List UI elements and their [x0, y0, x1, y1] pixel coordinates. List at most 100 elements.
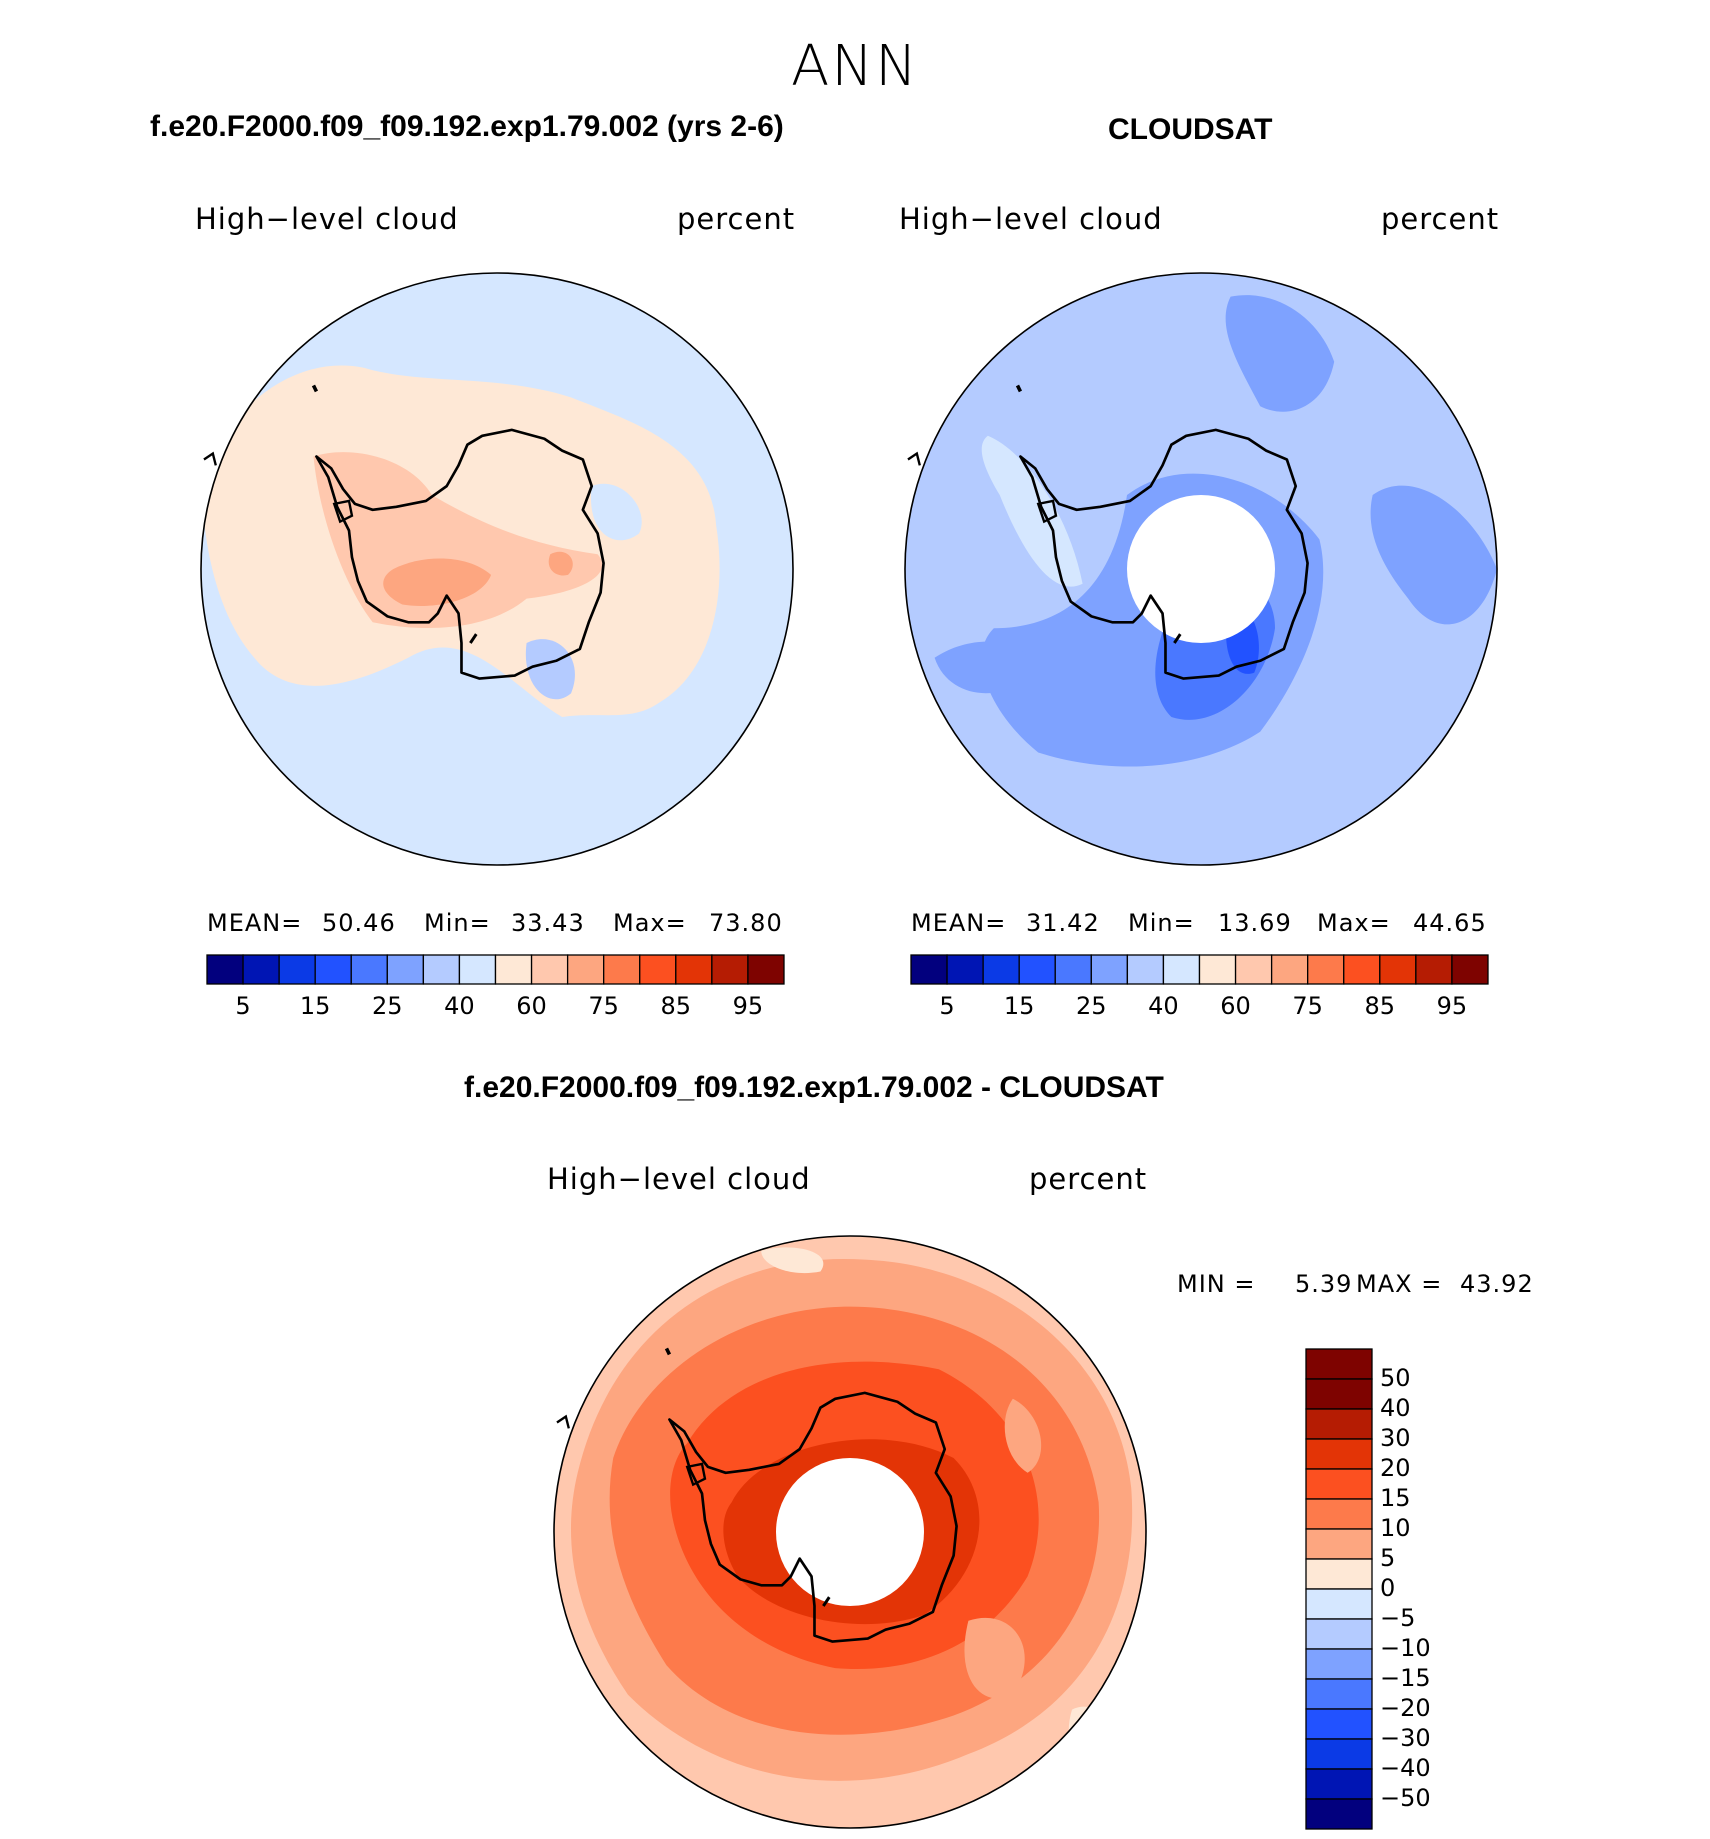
- panel1-colorbar-tick-label: 15: [299, 992, 331, 1020]
- panel3-title: f.e20.F2000.f09_f09.192.exp1.79.002 - CL…: [464, 1071, 1164, 1104]
- panel1-max-value: 73.80: [709, 909, 783, 937]
- panel2-colorbar-tick-label: 75: [1292, 992, 1323, 1020]
- panel3-colorbar-tick-label: −15: [1380, 1664, 1431, 1692]
- panel2-colorbar-tick-label: 5: [939, 992, 955, 1020]
- panel3-colorbar-box: [1305, 1678, 1373, 1710]
- panel2-colorbar-tick-label: 95: [1436, 992, 1468, 1020]
- panel3-colorbar-tick-label: −5: [1380, 1604, 1416, 1632]
- panel2-variable-label: High−level cloud: [899, 202, 1163, 236]
- panel1-colorbar-box: [458, 954, 497, 985]
- panel1-max-label: Max=: [613, 909, 687, 937]
- panel2-colorbar-box: [1379, 954, 1417, 985]
- panel2-colorbar-box: [1090, 954, 1129, 985]
- panel3-variable-label: High−level cloud: [547, 1162, 811, 1196]
- panel1-colorbar-tick-label: 40: [444, 992, 475, 1020]
- panel2-colorbar-box: [910, 954, 948, 985]
- panel1-colorbar-box: [350, 954, 388, 985]
- panel3-colorbar-box: [1305, 1768, 1373, 1800]
- panel3-colorbar-box: [1305, 1648, 1373, 1680]
- panel2-colorbar-box: [1415, 954, 1453, 985]
- panel1-variable-label: High−level cloud: [195, 202, 459, 236]
- panel2-colorbar-box: [1307, 954, 1345, 985]
- panel3-colorbar-tick-label: 50: [1380, 1364, 1411, 1392]
- panel3-colorbar-tick-label: 20: [1380, 1454, 1411, 1482]
- panel3-colorbar-box: [1305, 1408, 1373, 1440]
- panel3-colorbar-tick-label: 40: [1380, 1394, 1411, 1422]
- panel2-colorbar-box: [1126, 954, 1165, 985]
- panel2-colorbar: [910, 954, 1489, 985]
- panel2-colorbar-box: [1451, 954, 1489, 985]
- panel3-colorbar-box: [1305, 1738, 1373, 1770]
- panel3-colorbar-tick-label: 15: [1380, 1484, 1411, 1512]
- panel2-min-value: 13.69: [1218, 909, 1292, 937]
- panel1-colorbar-box: [639, 954, 677, 985]
- panel1-colorbar-tick-label: 75: [588, 992, 619, 1020]
- panel2-colorbar-box: [946, 954, 984, 985]
- panel2-map: [904, 272, 1498, 866]
- panel2-max-value: 44.65: [1413, 909, 1487, 937]
- panel1-colorbar-box: [675, 954, 713, 985]
- panel3-colorbar-box: [1305, 1468, 1373, 1500]
- panel2-mean-label: MEAN=: [911, 909, 1007, 937]
- panel3-colorbar-tick-label: −20: [1380, 1694, 1431, 1722]
- panel3-colorbar-box: [1305, 1348, 1373, 1380]
- panel1-mean-value: 50.46: [322, 909, 396, 937]
- panel1-min-label: Min=: [424, 909, 491, 937]
- panel1-map: [200, 272, 794, 866]
- panel2-colorbar-box: [1054, 954, 1092, 985]
- panel3-colorbar-tick-label: −40: [1380, 1754, 1431, 1782]
- panel3-min-value: 5.39: [1295, 1270, 1353, 1298]
- panel3-units-label: percent: [1029, 1162, 1148, 1196]
- panel2-colorbar-box: [1270, 954, 1309, 985]
- panel3-colorbar-box: [1305, 1438, 1373, 1470]
- panel2-colorbar-box: [982, 954, 1020, 985]
- panel2-colorbar-tick-label: 25: [1076, 992, 1107, 1020]
- panel2-colorbar-tick-label: 40: [1148, 992, 1179, 1020]
- panel1-min-value: 33.43: [511, 909, 585, 937]
- panel2-title: CLOUDSAT: [1108, 113, 1273, 146]
- panel3-max-label: MAX =: [1356, 1270, 1443, 1298]
- panel2-colorbar-tick-label: 85: [1364, 992, 1396, 1020]
- main-title: ANN: [790, 34, 920, 99]
- panel3-max-value: 43.92: [1460, 1270, 1534, 1298]
- panel1-colorbar-box: [566, 954, 605, 985]
- panel1-colorbar: [206, 954, 785, 985]
- panel3-colorbar-tick-label: 5: [1380, 1544, 1396, 1572]
- panel3-min-label: MIN =: [1177, 1270, 1256, 1298]
- panel3-colorbar: [1305, 1348, 1373, 1830]
- panel2-colorbar-box: [1234, 954, 1273, 985]
- panel1-colorbar-tick-label: 85: [660, 992, 692, 1020]
- panel3-colorbar-tick-label: 30: [1380, 1424, 1411, 1452]
- panel3-colorbar-box: [1305, 1618, 1373, 1650]
- panel2-colorbar-box: [1198, 954, 1237, 985]
- panel1-colorbar-box: [386, 954, 425, 985]
- panel2-max-label: Max=: [1317, 909, 1391, 937]
- panel3-colorbar-box: [1305, 1498, 1373, 1530]
- panel3-colorbar-tick-label: 0: [1380, 1574, 1396, 1602]
- panel1-colorbar-box: [711, 954, 749, 985]
- panel2-colorbar-box: [1018, 954, 1056, 985]
- panel1-colorbar-box: [530, 954, 569, 985]
- panel3-colorbar-tick-label: −10: [1380, 1634, 1431, 1662]
- panel3-colorbar-box: [1305, 1708, 1373, 1740]
- panel3-map: [553, 1235, 1147, 1829]
- panel2-colorbar-tick-label: 15: [1003, 992, 1035, 1020]
- panel1-colorbar-box: [603, 954, 641, 985]
- panel2-min-label: Min=: [1128, 909, 1195, 937]
- panel1-colorbar-box: [494, 954, 533, 985]
- panel1-colorbar-box: [422, 954, 461, 985]
- panel3-colorbar-tick-label: −50: [1380, 1784, 1431, 1812]
- panel2-colorbar-box: [1162, 954, 1201, 985]
- panel3-colorbar-tick-label: −30: [1380, 1724, 1431, 1752]
- panel1-colorbar-tick-label: 60: [516, 992, 547, 1020]
- panel1-colorbar-tick-label: 95: [732, 992, 764, 1020]
- panel1-colorbar-box: [278, 954, 316, 985]
- panel1-units-label: percent: [677, 202, 796, 236]
- panel2-colorbar-tick-label: 60: [1220, 992, 1251, 1020]
- panel1-colorbar-box: [314, 954, 352, 985]
- panel1-colorbar-box: [206, 954, 244, 985]
- panel3-colorbar-box: [1305, 1378, 1373, 1410]
- panel2-colorbar-box: [1343, 954, 1381, 985]
- panel2-mean-value: 31.42: [1026, 909, 1100, 937]
- panel1-title: f.e20.F2000.f09_f09.192.exp1.79.002 (yrs…: [150, 110, 784, 143]
